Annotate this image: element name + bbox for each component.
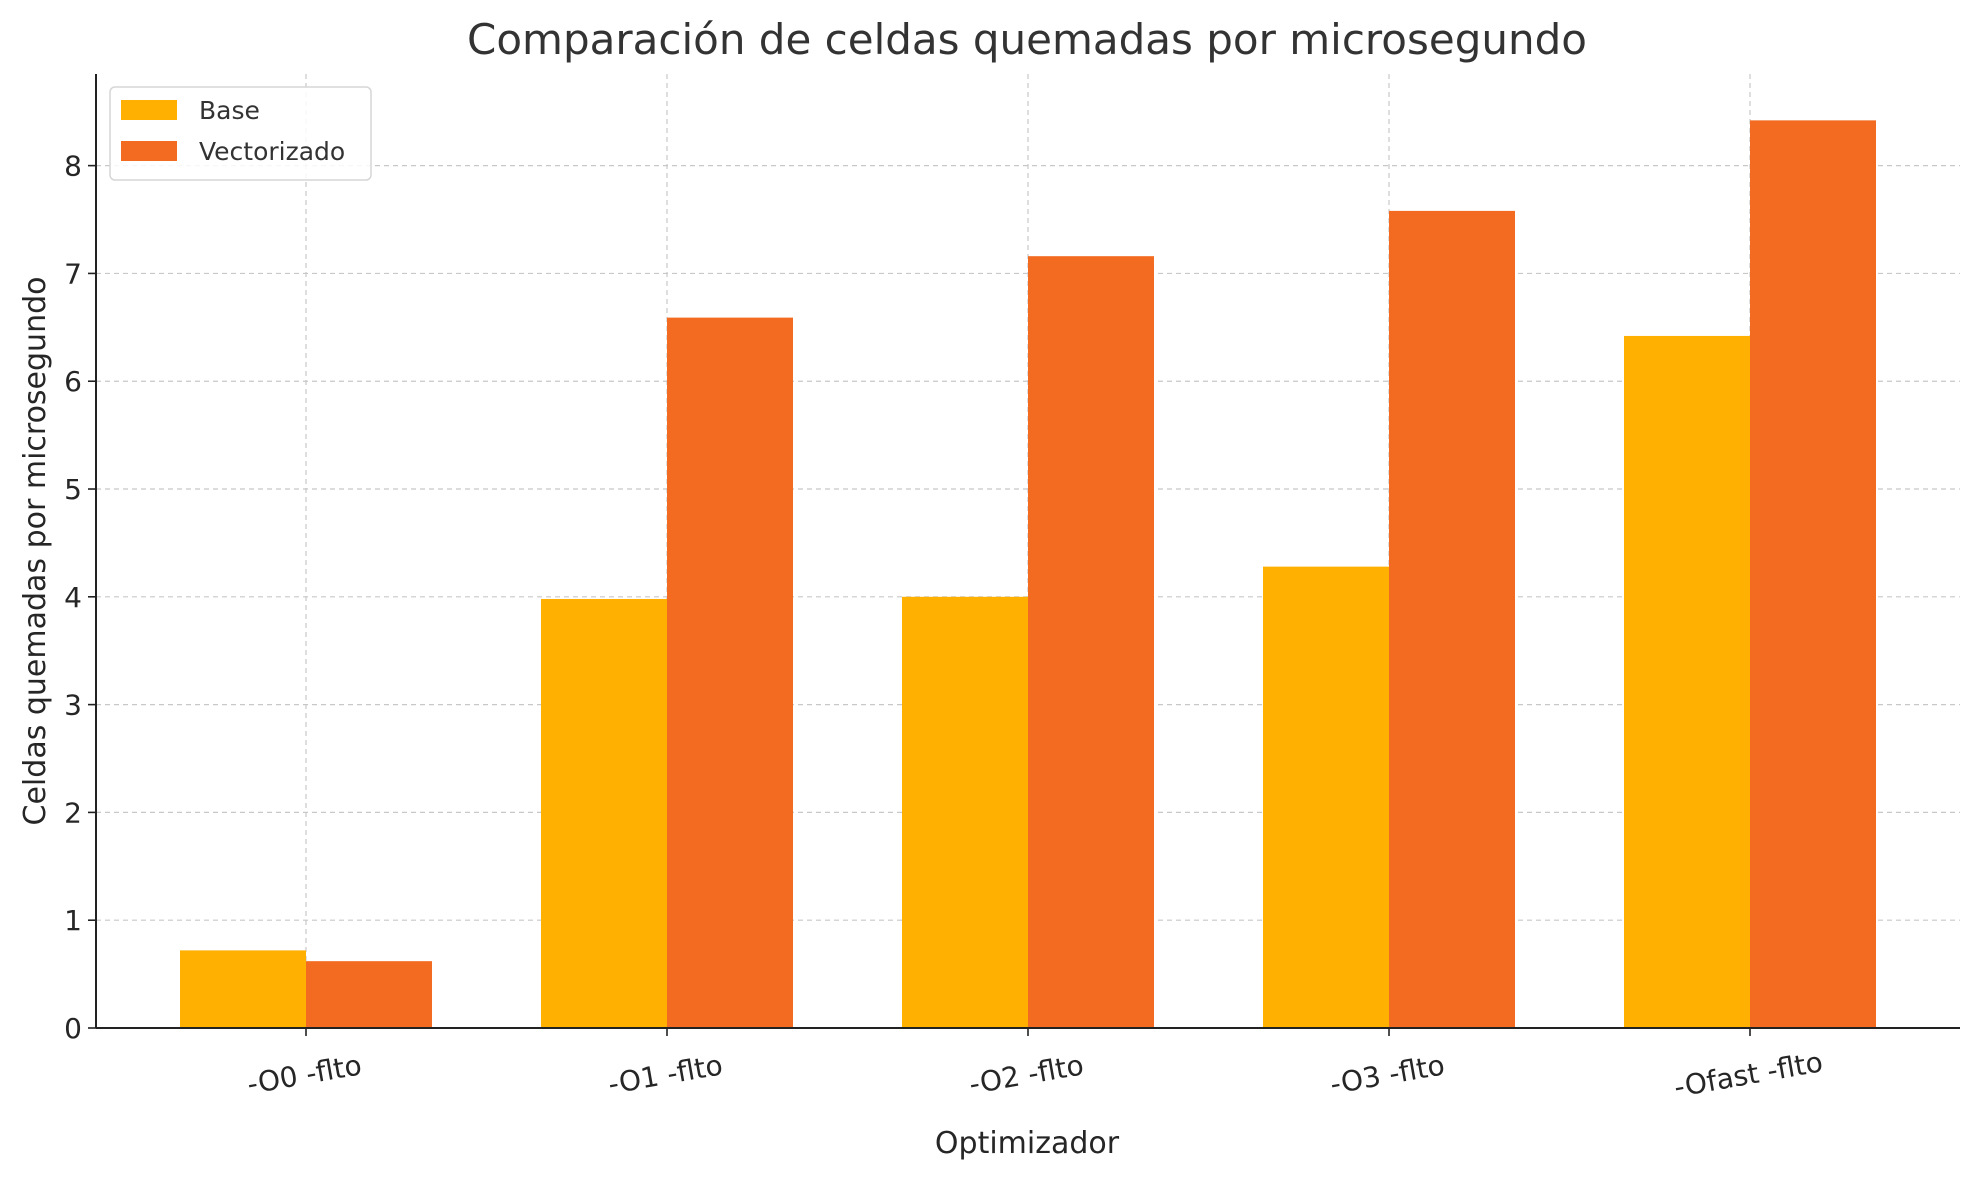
y-tick-label: 0: [64, 1012, 82, 1045]
y-tick-label: 8: [64, 150, 82, 183]
bar-base-3: [902, 596, 1028, 1028]
bar-vectorizado-1: [306, 961, 432, 1028]
legend-swatch-vectorizado: [121, 141, 177, 161]
bar-vectorizado-4: [1389, 210, 1515, 1029]
y-tick-label: 4: [64, 581, 82, 614]
legend-label-vectorizado: Vectorizado: [199, 137, 345, 166]
y-axis-ticks: 0 1 2 3 4 5 6 7 8: [64, 150, 96, 1045]
y-tick-label: 6: [64, 365, 82, 398]
bar-base-5: [1624, 335, 1750, 1028]
legend-label-base: Base: [199, 96, 260, 125]
bar-vectorizado-3: [1028, 256, 1154, 1028]
bar-base-1: [180, 950, 306, 1028]
x-tick-label: -O0 -flto: [245, 1048, 364, 1101]
x-tick-label: -O1 -flto: [606, 1048, 725, 1101]
x-axis-title: Optimizador: [935, 1126, 1120, 1161]
bars: [180, 120, 1876, 1029]
y-tick-label: 5: [64, 473, 82, 506]
chart-title: Comparación de celdas quemadas por micro…: [467, 15, 1587, 64]
x-tick-label: -O3 -flto: [1328, 1048, 1447, 1101]
bar-vectorizado-2: [667, 317, 793, 1028]
y-tick-label: 7: [64, 257, 82, 290]
bar-vectorizado-5: [1750, 120, 1876, 1028]
x-tick-label: -O2 -flto: [967, 1048, 1086, 1101]
y-tick-label: 3: [64, 689, 82, 722]
x-axis-ticks: -O0 -flto -O1 -flto -O2 -flto -O3 -flto -Ofa…: [245, 1028, 1825, 1104]
legend-swatch-base: [121, 100, 177, 120]
y-axis-title: Celdas quemadas por microsegundo: [18, 277, 53, 826]
bar-base-4: [1263, 566, 1389, 1028]
y-tick-label: 1: [64, 904, 82, 937]
x-tick-label: -Ofast -flto: [1671, 1045, 1825, 1104]
bar-base-2: [541, 598, 667, 1028]
legend: Base Vectorizado: [109, 86, 372, 181]
y-tick-label: 2: [64, 796, 82, 829]
